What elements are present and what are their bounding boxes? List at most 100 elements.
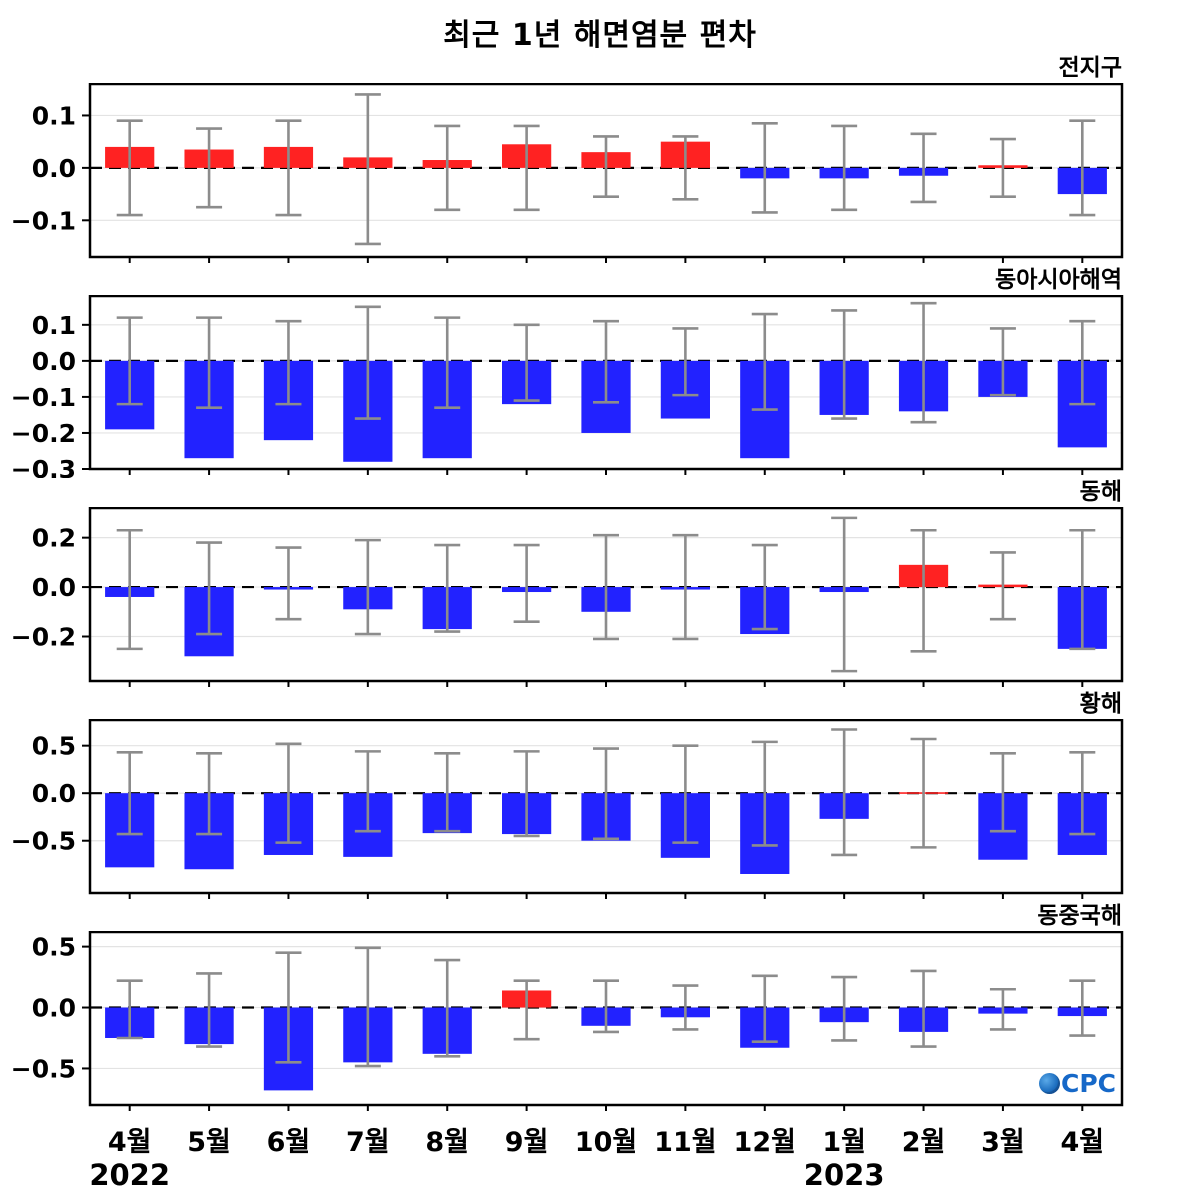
- error-bar-3월: [989, 137, 1016, 199]
- error-bar-2월: [910, 528, 937, 653]
- x-label-1월: 1월: [822, 1127, 866, 1158]
- panel-4: 동중국해 0.5 0.0 −0.5 CPC: [0, 902, 1200, 1114]
- error-bar-10월: [593, 533, 619, 641]
- error-bar-6월: [275, 951, 302, 1064]
- error-bar-7월: [354, 946, 381, 1068]
- error-bar-4월: [116, 316, 143, 406]
- panel-1: 동아시아해역 0.1 0.0 −0.1 −0.2 −0.3: [0, 266, 1200, 478]
- panel-plot: 0.5 0.0 −0.5: [11, 931, 1124, 1111]
- error-bar-12월: [751, 974, 778, 1043]
- y-tick-label: −0.3: [11, 455, 76, 478]
- error-bar-4월: [116, 979, 143, 1040]
- x-label-4월: 4월: [1060, 1127, 1105, 1158]
- y-tick-label: 0.5: [32, 732, 76, 761]
- error-bar-4월: [116, 528, 143, 651]
- error-bar-4월: [116, 119, 143, 217]
- error-bar-2월: [910, 132, 937, 204]
- panel-title: 동해: [1079, 479, 1122, 505]
- error-bar-4월: [1069, 319, 1096, 406]
- error-bar-12월: [751, 312, 778, 411]
- panel-plot: 0.5 0.0 −0.5: [11, 719, 1124, 899]
- error-bar-1월: [831, 516, 858, 673]
- x-label-2월: 2월: [901, 1127, 946, 1158]
- y-tick-label: 0.0: [32, 779, 76, 808]
- error-bar-2월: [910, 737, 937, 849]
- error-bar-9월: [513, 750, 540, 838]
- panel-plot: 0.2 0.0 −0.2: [11, 507, 1124, 687]
- x-label-5월: 5월: [187, 1127, 231, 1158]
- error-bar-9월: [513, 323, 540, 402]
- y-tick-label: 0.5: [32, 933, 76, 962]
- x-label-10월: 10월: [574, 1127, 638, 1158]
- panel-title: 동아시아해역: [995, 267, 1122, 293]
- panel-title: 전지구: [1058, 55, 1122, 81]
- error-bar-11월: [672, 744, 699, 844]
- error-bar-7월: [354, 93, 381, 246]
- error-bar-11월: [672, 984, 699, 1031]
- y-tick-label: 0.0: [32, 154, 76, 183]
- x-label-9월: 9월: [504, 1127, 549, 1158]
- error-bar-9월: [513, 979, 540, 1041]
- error-bar-12월: [751, 543, 778, 631]
- error-bar-1월: [831, 728, 858, 857]
- error-bar-4월: [1069, 979, 1096, 1037]
- error-bar-5월: [196, 972, 223, 1048]
- y-tick-label: −0.2: [11, 623, 76, 652]
- panel-title: 동중국해: [1037, 903, 1122, 929]
- error-bar-7월: [354, 538, 381, 636]
- error-bar-2월: [910, 301, 937, 424]
- ocpc-logo-o-icon: [1038, 1073, 1060, 1094]
- plot-frame: [88, 719, 1124, 895]
- panel-2: 동해 0.2 0.0 −0.2: [0, 478, 1200, 690]
- error-bar-12월: [751, 740, 778, 847]
- error-bar-1월: [831, 124, 858, 212]
- error-bar-6월: [275, 742, 302, 844]
- error-bar-6월: [275, 119, 302, 217]
- year-label-2023: 2023: [803, 1158, 885, 1192]
- y-tick-label: −0.5: [11, 827, 76, 856]
- x-label-11월: 11월: [654, 1127, 717, 1158]
- y-tick-label: 0.1: [32, 101, 76, 130]
- panel-plot: 0.1 0.0 −0.1: [11, 83, 1124, 263]
- x-label-8월: 8월: [425, 1127, 470, 1158]
- y-tick-label: −0.2: [11, 419, 76, 448]
- error-bar-4월: [1069, 751, 1096, 836]
- plot-frame: [88, 931, 1124, 1107]
- panel-title: 황해: [1079, 691, 1122, 717]
- x-label-6월: 6월: [266, 1127, 311, 1158]
- y-tick-label: 0.0: [32, 347, 76, 376]
- error-bar-5월: [196, 127, 223, 209]
- y-tick-label: 0.0: [32, 573, 76, 602]
- ocpc-logo-text: CPC: [1060, 1069, 1116, 1098]
- error-bar-8월: [434, 316, 461, 410]
- error-bar-4월: [116, 751, 143, 836]
- y-tick-label: −0.1: [11, 206, 76, 235]
- error-bar-9월: [513, 543, 540, 623]
- error-bar-8월: [434, 543, 461, 633]
- error-bar-5월: [196, 751, 223, 836]
- y-tick-label: −0.5: [11, 1054, 76, 1083]
- error-bar-10월: [593, 135, 619, 199]
- ocpc-logo: CPC: [1038, 1069, 1116, 1098]
- y-tick-label: −0.1: [11, 383, 76, 412]
- x-axis: 4월 5월 6월 7월 8월 9월 10월 11월 12월 1월 2월 3월 4월 2022 2023: [0, 1114, 1200, 1204]
- error-bar-3월: [989, 327, 1016, 397]
- error-bar-7월: [354, 305, 381, 420]
- plot-frame: [88, 295, 1124, 471]
- plot-frame: [88, 507, 1124, 683]
- error-bar-5월: [196, 316, 223, 410]
- panel-plot: 0.1 0.0 −0.1 −0.2 −0.3: [11, 295, 1124, 478]
- panel-3: 황해 0.5 0.0 −0.5: [0, 690, 1200, 902]
- error-bar-1월: [831, 309, 858, 420]
- panel-0: 전지구 0.1 0.0 −0.1: [0, 54, 1200, 266]
- error-bar-9월: [513, 124, 540, 212]
- error-bar-7월: [354, 750, 381, 833]
- error-bar-3월: [989, 551, 1016, 621]
- x-label-7월: 7월: [346, 1127, 390, 1158]
- error-bar-3월: [989, 751, 1016, 833]
- chart-panels: 전지구 0.1 0.0 −0.1 동아시아해역 0.1 0.0 −0.1 −0.2 −0.3 동해 0…: [0, 54, 1200, 1114]
- error-bar-2월: [910, 969, 937, 1048]
- error-bar-11월: [672, 327, 699, 397]
- x-label-4월: 4월: [107, 1127, 152, 1158]
- figure-title: 최근 1년 해면염분 편차: [443, 18, 757, 53]
